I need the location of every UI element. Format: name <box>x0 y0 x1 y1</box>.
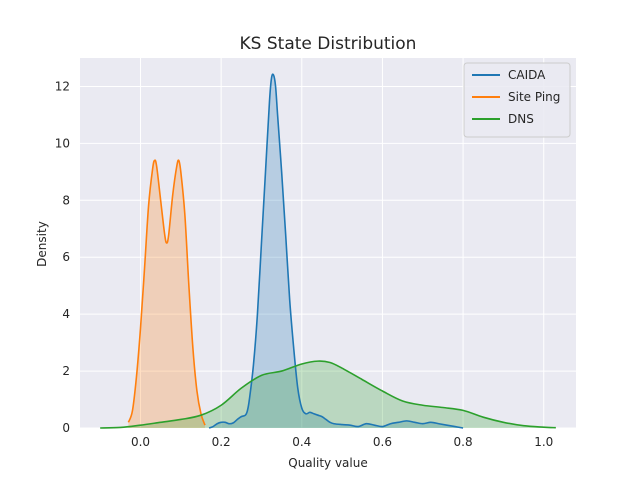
x-tick-label: 0.6 <box>373 435 392 449</box>
legend-label-site-ping: Site Ping <box>508 90 560 104</box>
y-tick-label: 10 <box>55 136 70 150</box>
x-tick-label: 1.0 <box>534 435 553 449</box>
x-tick-label: 0.2 <box>212 435 231 449</box>
y-tick-label: 6 <box>62 250 70 264</box>
caida-density-area <box>209 74 464 429</box>
y-tick-label: 12 <box>55 79 70 93</box>
legend-label-caida: CAIDA <box>508 68 546 82</box>
density-lines <box>100 73 556 429</box>
y-tick-label: 8 <box>62 193 70 207</box>
x-tick-label: 0.0 <box>131 435 150 449</box>
dns-density-area <box>100 361 556 428</box>
site-ping-density-line <box>127 159 206 426</box>
legend-label-dns: DNS <box>508 112 534 126</box>
x-tick-label: 0.4 <box>292 435 311 449</box>
chart-title: KS State Distribution <box>240 34 417 54</box>
y-tick-label: 2 <box>62 364 70 378</box>
dns-density-line <box>100 360 556 429</box>
y-axis-label: Density <box>35 221 49 267</box>
x-axis-label: Quality value <box>288 456 367 470</box>
x-tick-label: 0.8 <box>454 435 473 449</box>
y-tick-label: 0 <box>62 421 70 435</box>
y-tick-label: 4 <box>62 307 70 321</box>
x-tick-labels: 0.0 0.2 0.4 0.6 0.8 1.0 <box>131 435 553 449</box>
legend: CAIDA Site Ping DNS <box>463 62 571 138</box>
caida-density-line <box>208 73 464 429</box>
y-tick-labels: 0 2 4 6 8 10 12 <box>55 79 70 435</box>
